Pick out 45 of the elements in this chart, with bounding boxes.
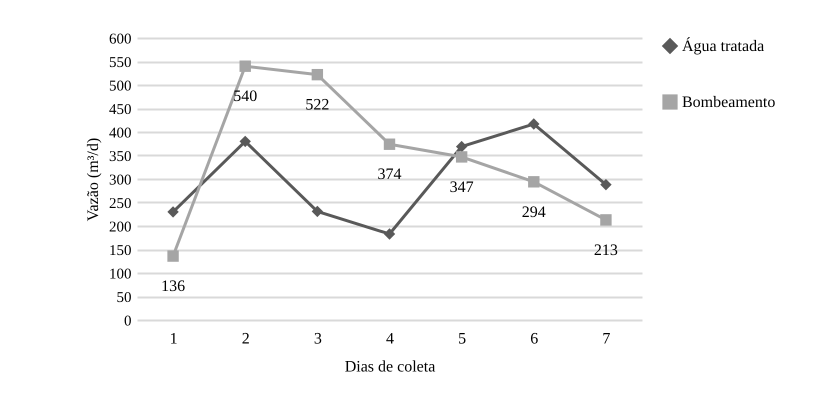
x-axis-title: Dias de coleta <box>344 358 436 376</box>
point <box>600 214 612 226</box>
data-label: 374 <box>378 166 402 184</box>
legend-label: Bombeamento <box>682 94 776 111</box>
y-tick-label: 300 <box>109 172 132 188</box>
point <box>600 178 612 190</box>
y-tick-label: 350 <box>109 149 132 165</box>
y-tick-label: 150 <box>109 243 132 259</box>
y-tick-label: 600 <box>109 32 132 48</box>
point <box>240 60 251 72</box>
point <box>167 250 179 262</box>
x-tick-label: 7 <box>602 330 610 348</box>
y-tick-label: 200 <box>109 220 132 236</box>
y-tick-label: 450 <box>109 102 132 118</box>
data-label: 522 <box>305 96 330 114</box>
data-label: 347 <box>450 178 474 196</box>
y-tick-label: 0 <box>124 314 132 330</box>
point <box>456 140 468 152</box>
y-tick-label: 50 <box>116 290 132 306</box>
data-label: 294 <box>522 204 546 221</box>
x-tick-label: 5 <box>458 330 466 348</box>
data-label: 213 <box>594 242 618 259</box>
point <box>456 151 468 163</box>
y-tick-label: 400 <box>109 126 132 142</box>
y-axis-title: Vazão (m³/d) <box>85 138 102 222</box>
point <box>167 206 179 218</box>
point <box>528 176 540 188</box>
y-tick-label: 500 <box>109 78 132 94</box>
point <box>528 118 540 130</box>
point <box>384 228 396 240</box>
point <box>240 136 251 148</box>
point <box>384 138 396 150</box>
x-tick-label: 4 <box>386 330 394 348</box>
y-tick-label: 100 <box>109 266 132 282</box>
data-label: 540 <box>233 88 258 106</box>
data-label: 136 <box>161 278 186 296</box>
legend-label: Água tratada <box>682 37 764 55</box>
x-tick-label: 1 <box>170 330 178 348</box>
x-tick-label: 6 <box>530 330 538 348</box>
point <box>312 206 324 218</box>
y-tick-label: 550 <box>109 55 132 71</box>
y-tick-label: 250 <box>109 196 132 212</box>
x-tick-label: 3 <box>314 330 322 348</box>
x-tick-label: 2 <box>242 330 250 348</box>
point <box>312 68 324 80</box>
